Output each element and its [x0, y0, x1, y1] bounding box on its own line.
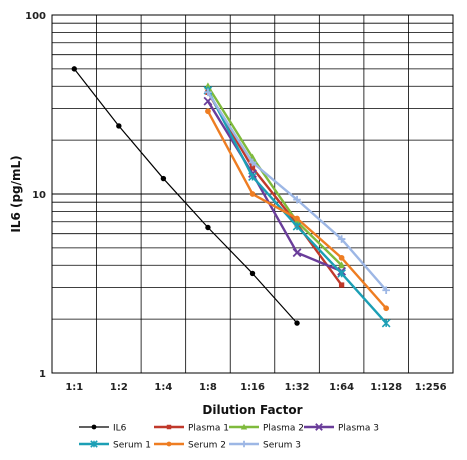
x-tick-label: 1:16 [240, 382, 265, 393]
data-point-serum-2 [338, 254, 345, 261]
y-tick-label: 100 [25, 11, 46, 22]
series-line-plasma-3 [206, 100, 343, 273]
data-point-serum-3 [337, 235, 346, 243]
series-line-serum-3 [206, 91, 388, 292]
data-point-serum-1 [248, 172, 257, 182]
data-point-il6 [294, 320, 300, 326]
axis-tick-labels: 1:1 1:2 1:4 1:8 1:16 1:32 1:64 1:128 1:256 1 10 100 [25, 11, 447, 393]
x-tick-label: 1:1 [65, 382, 83, 393]
legend-item-plasma-2: Plasma 2 [229, 424, 304, 434]
data-point-serum-2 [205, 108, 211, 115]
data-point-plasma-2 [337, 261, 346, 269]
legend-swatch-marker [166, 441, 172, 447]
series-line-il6 [73, 68, 298, 324]
x-tick-label: 1:128 [370, 382, 402, 393]
legend-label: Serum 3 [263, 441, 301, 451]
legend-swatch-marker [91, 424, 97, 430]
data-point-il6 [249, 270, 256, 277]
legend-item-serum-1: Serum 1 [79, 440, 151, 451]
data-point-plasma-3 [292, 248, 302, 258]
legend-label: Plasma 2 [263, 424, 304, 434]
x-axis-title: Dilution Factor [202, 403, 302, 417]
series-lines [71, 66, 391, 328]
legend-label: Plasma 1 [188, 424, 229, 434]
legend-swatch-marker [166, 424, 172, 430]
plot-area-border [51, 14, 454, 374]
data-point-il6 [205, 224, 211, 231]
legend-item-il6: IL6 [79, 424, 127, 434]
x-tick-label: 1:4 [154, 382, 172, 393]
x-tick-label: 1:256 [415, 382, 447, 393]
x-tick-label: 1:64 [329, 382, 354, 393]
data-point-serum-3 [248, 158, 257, 167]
legend-label: IL6 [113, 424, 127, 434]
data-point-plasma-1 [249, 165, 256, 171]
data-point-il6 [116, 123, 122, 129]
series-serum-3 [204, 88, 390, 295]
data-point-serum-2 [383, 305, 390, 312]
legend-swatch-marker [315, 423, 323, 431]
data-point-il6 [71, 66, 77, 72]
legend-label: Serum 1 [113, 441, 151, 451]
data-point-serum-1 [381, 318, 391, 328]
y-axis-title: IL6 (pg/mL) [9, 155, 23, 232]
data-point-serum-3 [204, 88, 212, 97]
data-point-il6 [160, 175, 167, 182]
legend-swatch-marker [240, 423, 248, 430]
legend-item-plasma-1: Plasma 1 [154, 424, 229, 434]
legend-swatch-marker [240, 440, 248, 448]
x-tick-label: 1:32 [285, 382, 310, 393]
x-tick-label: 1:2 [110, 382, 128, 393]
data-point-serum-2 [249, 191, 256, 197]
legend-item-serum-2: Serum 2 [154, 441, 226, 451]
legend-item-serum-3: Serum 3 [229, 441, 301, 451]
legend-label: Serum 2 [188, 441, 226, 451]
series-line-serum-1 [206, 89, 388, 324]
series-il6 [71, 66, 300, 326]
y-tick-label: 10 [32, 190, 46, 201]
legend-label: Plasma 3 [338, 424, 379, 434]
data-point-plasma-1 [338, 282, 345, 288]
series-line-plasma-1 [206, 91, 343, 286]
data-point-serum-1 [337, 269, 346, 278]
x-tick-label: 1:8 [199, 382, 217, 393]
legend-item-plasma-3: Plasma 3 [304, 423, 379, 434]
series-line-plasma-2 [206, 85, 343, 267]
data-point-serum-1 [292, 221, 302, 231]
data-point-plasma-3 [203, 96, 213, 106]
data-point-serum-3 [293, 195, 301, 204]
legend: IL6 Plasma 1 Plasma 2 Plasma 3 Serum 1 Serum … [79, 423, 379, 451]
y-tick-label: 1 [39, 369, 46, 380]
data-point-serum-3 [382, 286, 390, 295]
data-point-serum-2 [294, 215, 300, 222]
legend-swatch-marker [90, 440, 98, 448]
series-serum-2 [205, 108, 390, 312]
